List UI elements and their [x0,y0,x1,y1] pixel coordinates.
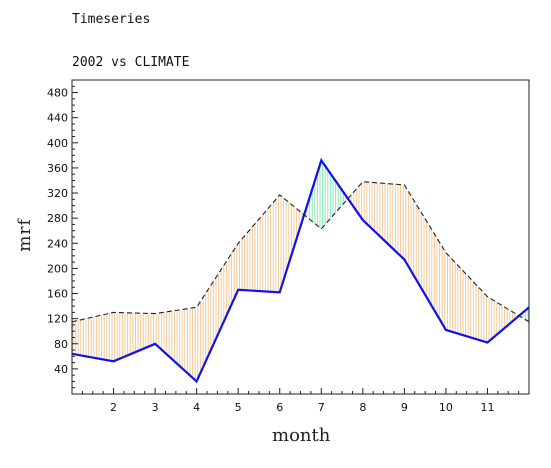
x-tick-label: 7 [318,401,325,414]
x-tick-label: 4 [193,401,200,414]
y-tick-label: 360 [47,162,68,175]
y-tick-label: 240 [47,237,68,250]
x-tick-label: 3 [152,401,159,414]
series-2002-line [72,157,529,384]
series-climate-line [72,181,529,323]
x-tick-label: 2 [110,401,117,414]
y-tick-label: 280 [47,212,68,225]
chart-subtitle: 2002 vs CLIMATE [72,55,190,70]
x-tick-label: 9 [401,401,408,414]
x-tick-label: 10 [439,401,453,414]
y-tick-label: 320 [47,187,68,200]
y-tick-label: 200 [47,262,68,275]
y-tick-label: 160 [47,288,68,301]
y-tick-label: 400 [47,137,68,150]
x-axis-label: month [272,425,331,446]
y-tick-label: 120 [47,313,68,326]
y-tick-label: 80 [54,338,68,351]
x-tick-label: 11 [480,401,494,414]
y-tick-label: 480 [47,87,68,100]
difference-fill-group [72,162,529,381]
y-tick-label: 40 [54,363,68,376]
x-tick-label: 6 [276,401,283,414]
axes-group: 40 80 120 160 200 240 280 320 360 400 440 480 2 3 4 5 6 7… [47,85,530,414]
x-tick-label: 8 [359,401,366,414]
x-tick-label: 5 [235,401,242,414]
chart-title: Timeseries [72,12,151,27]
series-lines-group [72,157,529,384]
y-tick-label: 440 [47,112,68,125]
